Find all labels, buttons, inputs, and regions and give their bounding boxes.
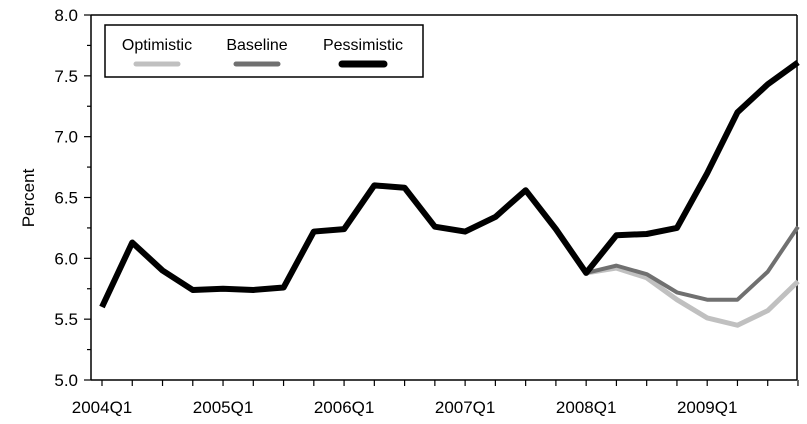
x-tick-label: 2008Q1	[556, 398, 617, 417]
legend-label-baseline: Baseline	[226, 37, 287, 54]
x-tick-label: 2004Q1	[72, 398, 133, 417]
y-tick-label: 5.0	[54, 371, 78, 390]
y-tick-label: 6.0	[54, 249, 78, 268]
y-tick-label: 7.5	[54, 67, 78, 86]
legend-label-pessimistic: Pessimistic	[323, 37, 403, 54]
series-line-optimistic	[585, 265, 800, 328]
series-line-baseline	[585, 225, 800, 302]
x-tick-label: 2009Q1	[677, 398, 738, 417]
legend-box	[104, 24, 424, 78]
legend: Optimistic Baseline Pessimistic	[104, 24, 424, 78]
chart-axes: 5.0 5.5 6.0 6.5 7.0 7.5 8.0 2004Q1 2005Q1 2006Q1 2…	[54, 6, 799, 417]
y-axis-title: Percent	[19, 168, 38, 227]
y-tick-label: 6.5	[54, 189, 78, 208]
series-layer	[99, 60, 800, 328]
legend-label-optimistic: Optimistic	[122, 37, 192, 54]
y-tick-label: 5.5	[54, 310, 78, 329]
y-tick-label: 8.0	[54, 6, 78, 25]
y-tick-label: 7.0	[54, 128, 78, 147]
x-tick-label: 2007Q1	[435, 398, 496, 417]
series-line-pessimistic	[99, 60, 800, 309]
x-tick-label: 2006Q1	[314, 398, 375, 417]
x-tick-label: 2005Q1	[193, 398, 254, 417]
